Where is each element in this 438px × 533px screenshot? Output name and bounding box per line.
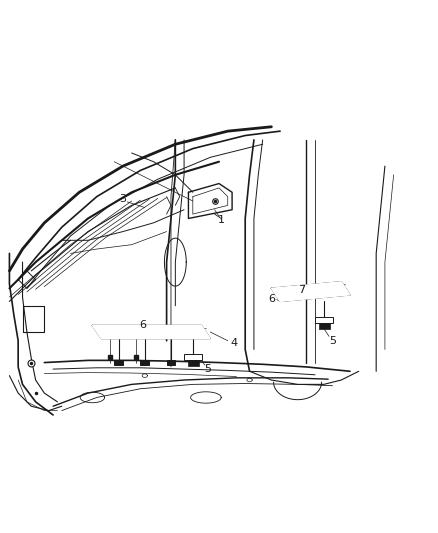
Polygon shape	[272, 282, 350, 302]
Text: 4: 4	[231, 338, 238, 348]
Bar	[315, 317, 332, 323]
Bar	[141, 360, 149, 365]
Bar	[184, 354, 201, 360]
Text: 3: 3	[120, 194, 127, 204]
Text: 5: 5	[205, 364, 212, 374]
Text: 6: 6	[268, 294, 275, 304]
Bar	[188, 360, 199, 366]
Bar	[166, 360, 175, 365]
Bar	[114, 360, 123, 365]
Polygon shape	[92, 326, 210, 338]
Text: 1: 1	[218, 215, 225, 225]
Text: 5: 5	[329, 336, 336, 346]
Bar	[319, 323, 330, 329]
Text: 6: 6	[139, 320, 146, 330]
Text: 7: 7	[298, 285, 306, 295]
